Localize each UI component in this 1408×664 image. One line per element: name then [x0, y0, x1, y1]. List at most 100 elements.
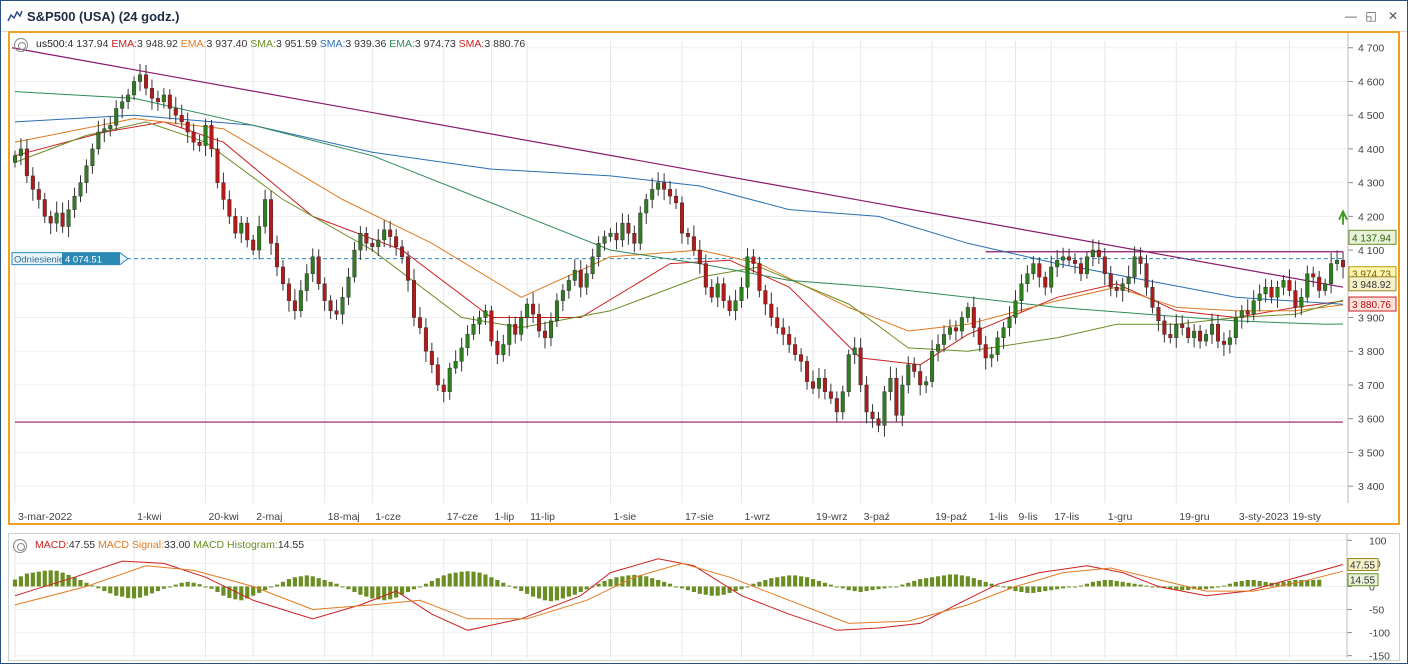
candle-body	[1204, 334, 1209, 342]
candle-body	[149, 88, 154, 99]
macd-histogram-bar	[376, 586, 381, 600]
title-bar[interactable]: S&P500 (USA) (24 godz.) — ◱ ✕	[1, 1, 1407, 32]
candle-body	[364, 233, 369, 244]
candle-body	[36, 189, 41, 200]
candle-body	[471, 324, 476, 335]
candle-body	[459, 347, 464, 362]
candle-body	[144, 74, 148, 89]
candle-body	[417, 317, 422, 328]
candle-body	[912, 364, 917, 372]
moving-average-line	[14, 118, 1344, 332]
candle-body	[739, 286, 744, 301]
macd-histogram-bar	[203, 586, 208, 588]
x-tick-label: 3-paź	[864, 511, 890, 523]
maximize-icon[interactable]: ◱	[1365, 9, 1377, 23]
candle-body	[227, 199, 232, 217]
macd-histogram-bar	[1198, 586, 1203, 590]
macd-histogram-bar	[638, 575, 643, 587]
candle-body	[733, 300, 738, 311]
price-chart[interactable]: 3-mar-2022 1-kwi 20-kwi 2-maj 18-maj 1-cze 17-…	[10, 33, 1398, 523]
macd-histogram-bar	[489, 577, 494, 587]
x-tick-label: 1-sie	[614, 511, 637, 523]
x-tick-label: 19-paź	[935, 511, 967, 523]
macd-histogram-bar	[316, 578, 321, 587]
macd-histogram-bar	[423, 583, 428, 587]
macd-settings-gear-icon[interactable]	[13, 539, 27, 553]
legend-label: SMA:	[250, 38, 276, 50]
candle-body	[811, 381, 815, 389]
candle-body	[834, 398, 839, 413]
candle-body	[715, 283, 720, 298]
macd-histogram-bar	[703, 586, 708, 595]
candle-body	[1067, 256, 1072, 261]
macd-histogram-bar	[626, 575, 631, 587]
macd-histogram-bar	[650, 578, 655, 587]
candle-body	[120, 101, 125, 109]
macd-histogram-bar	[286, 579, 292, 587]
candle-body	[781, 327, 786, 335]
close-icon[interactable]: ✕	[1387, 9, 1399, 23]
candle-body	[322, 283, 327, 301]
candle-body	[215, 148, 220, 183]
macd-histogram-bar	[536, 586, 542, 599]
macd-histogram-bar	[548, 586, 554, 602]
macd-y-tick-label: -100	[1369, 628, 1390, 640]
moving-average-line	[14, 121, 1344, 352]
candle-body	[840, 391, 845, 413]
price-tag-box	[1348, 296, 1397, 312]
candle-body	[245, 222, 250, 241]
candle-body	[1263, 286, 1268, 295]
macd-histogram-bar	[149, 586, 155, 594]
x-tick-label: 19-sty	[1292, 511, 1321, 523]
candle-body	[495, 340, 500, 355]
candle-body	[584, 273, 589, 288]
macd-histogram-bar	[1311, 580, 1316, 587]
macd-histogram-bar	[298, 576, 303, 587]
macd-histogram-bar	[173, 584, 178, 587]
macd-histogram-bar	[733, 586, 738, 592]
candle-body	[1245, 310, 1250, 315]
price-tag-value: 3 974.73	[1352, 270, 1391, 281]
settings-gear-icon[interactable]	[14, 38, 28, 52]
macd-histogram-bar	[1215, 586, 1221, 588]
x-tick-label: 1-lip	[494, 511, 514, 523]
price-chart-panel[interactable]: 3-mar-2022 1-kwi 20-kwi 2-maj 18-maj 1-cze 17-…	[8, 31, 1400, 525]
y-tick-label: 4 700	[1358, 43, 1384, 55]
macd-histogram-bar	[1066, 586, 1072, 588]
macd-histogram-bar	[370, 586, 375, 599]
candle-body	[465, 334, 470, 349]
minimize-icon[interactable]: —	[1345, 9, 1357, 23]
candle-body	[674, 195, 679, 204]
candle-body	[334, 310, 339, 315]
candle-body	[858, 347, 863, 386]
macd-line	[14, 558, 1344, 631]
candle-body	[953, 327, 958, 332]
macd-histogram-bar	[882, 586, 887, 589]
candle-body	[1078, 263, 1083, 274]
candle-body	[596, 243, 601, 258]
macd-histogram-bar	[1037, 586, 1042, 592]
candle-body	[370, 243, 375, 247]
trendline	[11, 47, 1344, 288]
macd-histogram-bar	[751, 583, 756, 587]
macd-histogram-bar	[793, 575, 798, 587]
candle-body	[1043, 276, 1048, 288]
macd-histogram-bar	[1013, 586, 1018, 592]
candle-body	[1084, 256, 1089, 274]
candle-body	[60, 212, 65, 227]
candle-body	[316, 256, 321, 285]
candle-body	[918, 371, 923, 386]
candle-body	[1221, 340, 1226, 345]
macd-histogram-bar	[441, 575, 446, 587]
candle-body	[1168, 334, 1173, 338]
macd-histogram-bar	[1209, 586, 1215, 589]
macd-histogram-bar	[947, 574, 953, 587]
macd-histogram-bar	[185, 581, 190, 587]
candle-body	[388, 229, 393, 237]
macd-histogram-bar	[644, 576, 649, 587]
x-tick-label: 19-gru	[1179, 511, 1210, 523]
candle-body	[548, 320, 553, 338]
reference-tag-value-box	[62, 252, 120, 265]
